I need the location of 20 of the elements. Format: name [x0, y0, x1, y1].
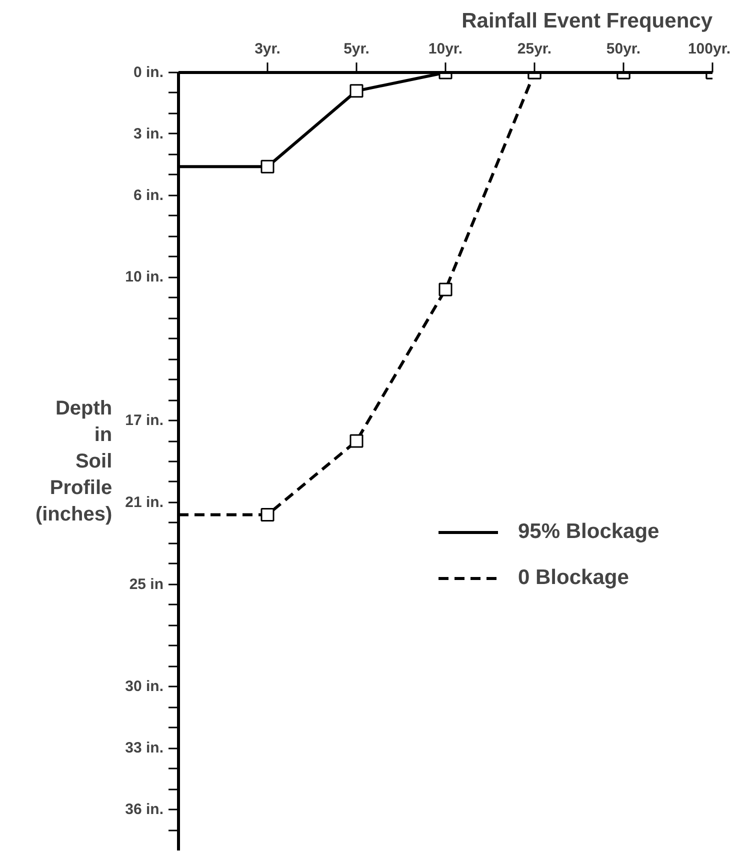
y-tick-label: 0 in.	[133, 64, 164, 81]
y-tick-label: 36 in.	[125, 801, 164, 818]
y-tick-label: 25 in	[129, 576, 164, 593]
y-tick-label: 17 in.	[125, 412, 164, 430]
x-tick-label: 5yr.	[344, 40, 370, 58]
x-tick-label: 3yr.	[254, 40, 280, 58]
x-tick-label: 100yr.	[688, 40, 730, 58]
y-axis-title: Depth in Soil Profile (inches)	[35, 398, 112, 526]
x-tick-label: 10yr.	[428, 40, 463, 58]
legend-label: 95% Blockage	[518, 520, 660, 544]
y-tick-label: 33 in.	[125, 740, 164, 757]
x-tick-label: 25yr.	[517, 40, 552, 58]
y-tick-label: 10 in.	[125, 268, 164, 286]
y-tick-label: 21 in.	[125, 494, 164, 511]
y-tick-label: 30 in.	[125, 678, 164, 696]
y-tick-label: 6 in.	[133, 186, 164, 204]
x-tick-label: 50yr.	[606, 40, 641, 58]
chart-title: Rainfall Event Frequency	[462, 10, 713, 32]
legend-label: 0 Blockage	[518, 566, 629, 590]
y-tick-label: 3 in.	[133, 125, 164, 142]
